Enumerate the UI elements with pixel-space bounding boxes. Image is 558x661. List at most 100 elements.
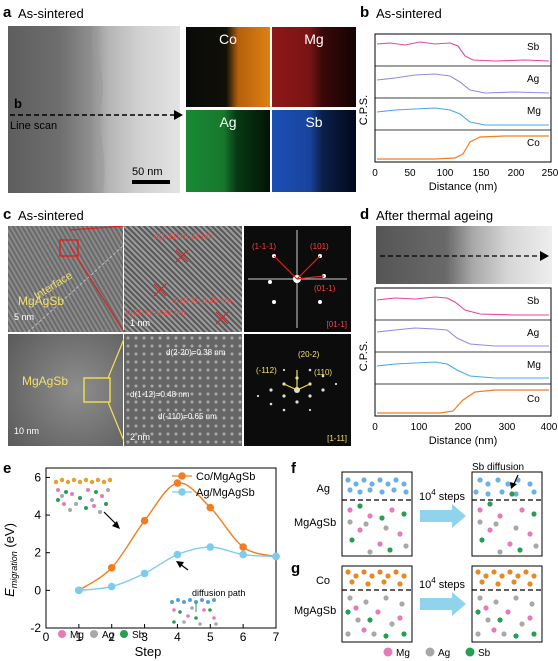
e-series-point-0 — [107, 563, 116, 572]
panel-d-title: After thermal ageing — [376, 208, 494, 223]
d-trace-label-ag: Ag — [527, 328, 539, 339]
d-spacing-bottom-2: d(1-12)=0.48 nm — [130, 390, 190, 399]
b-trace-label-ag: Ag — [527, 74, 539, 85]
md-simulation-co: Co MgAgSb 104 steps — [294, 565, 543, 643]
f-steps-suffix: steps — [436, 491, 466, 503]
linescan-chart-d: C.P.S. Sb Ag Mg Co 0 100 200 300 400 Dis… — [358, 287, 558, 447]
d-trace-ag — [376, 327, 549, 347]
e-ylabel-unit: (eV) — [2, 523, 17, 551]
zone-axis-top: [01-1] — [326, 320, 347, 329]
panel-c-title: As-sintered — [18, 208, 84, 223]
fft-bottom: (20-2) (-112) (110) [1-11] — [244, 334, 351, 446]
d-trace-label-sb: Sb — [527, 296, 540, 307]
e-xtick-label: 5 — [207, 630, 214, 644]
e-series-point-1 — [173, 550, 182, 559]
map-label-co: Co — [219, 31, 237, 47]
b-trace-label-co: Co — [527, 138, 540, 149]
hrtem-top-mid: d(1-11)=0.22 nm d(21-1)=0.22 nm d(10-2)=… — [124, 226, 242, 332]
b-trace-mg — [376, 107, 549, 126]
fg-legend-mg: Mg — [396, 648, 410, 659]
map-label-ag: Ag — [219, 114, 237, 130]
fg-legend-sb: Sb — [478, 648, 491, 659]
e-xtick-label: 7 — [273, 630, 280, 644]
map-label-mg: Mg — [304, 31, 324, 47]
e-atom-legend-ag: Ag — [102, 630, 114, 641]
d-xtick: 0 — [372, 422, 378, 433]
e-atom-legend-mg: Mg — [70, 630, 84, 641]
b-trace-label-mg: Mg — [527, 106, 541, 117]
d-trace-sb — [376, 296, 549, 316]
fft-top-spot-3: (01-1) — [314, 284, 336, 293]
fft-bottom-spot-1: (20-2) — [298, 350, 320, 359]
e-legend-co: Co/MgAgSb — [196, 471, 255, 483]
d-ylabel: C.P.S. — [358, 341, 370, 371]
fg-atom-legend: Mg Ag Sb — [383, 647, 491, 659]
b-trace-label-sb: Sb — [527, 42, 540, 53]
b-xtick: 250 — [542, 168, 558, 179]
b-trace-sb — [376, 41, 550, 62]
hrtem-bottom-mid: d(2-20)=0.38 nm d(1-12)=0.48 nm d(-110)=… — [124, 334, 242, 446]
scalebar-2nm: 2 nm — [130, 432, 151, 442]
e-series-point-0 — [173, 479, 182, 487]
d-xlabel: Distance (nm) — [429, 435, 497, 447]
b-xtick: 50 — [404, 168, 416, 179]
panel-g-label: g — [291, 560, 301, 577]
scalebar-label: 50 nm — [132, 166, 163, 178]
hrtem-bottom-left: MgAgSb 10 nm — [8, 334, 123, 446]
e-series-point-1 — [272, 552, 280, 561]
e-ytick-label: -2 — [30, 621, 41, 635]
g-steps-exp: 4 — [431, 576, 436, 585]
e-atom-legend: Mg Ag Sb — [58, 630, 145, 641]
panel-b-label: b — [360, 4, 370, 21]
eds-map-ag: Ag — [186, 110, 270, 192]
e-atom-legend-sb: Sb — [132, 630, 145, 641]
panel-c-label: c — [3, 206, 12, 223]
d-spacing-bottom-1: d(2-20)=0.38 nm — [166, 348, 226, 357]
hrtem-top-left: Interface MgAgSb 5 nm — [8, 226, 123, 332]
f-note: Sb diffusion — [486, 470, 538, 471]
f-note-arrow — [510, 474, 519, 489]
b-xtick: 100 — [437, 168, 454, 179]
zoom-lines-bottom — [108, 334, 126, 446]
d-trace-mg — [376, 361, 549, 379]
e-xlabel: Step — [135, 644, 162, 659]
b-ylabel: C.P.S. — [358, 95, 370, 125]
e-inset-final — [170, 598, 218, 626]
phase-label-top: MgAgSb — [18, 294, 65, 308]
scalebar-10nm: 10 nm — [14, 426, 40, 436]
e-inset-initial — [53, 477, 113, 514]
fft-top-spot-1: (101) — [310, 242, 329, 251]
b-xtick: 200 — [508, 168, 525, 179]
linescan-marker: b — [14, 96, 22, 111]
e-inset-label: diffusion path — [192, 588, 245, 598]
eds-map-sb: Sb — [272, 110, 356, 192]
panel-a-label: a — [3, 4, 12, 21]
f-bottom-label: MgAgSb — [294, 517, 336, 529]
e-ytick-label: 2 — [34, 546, 41, 560]
e-series-point-1 — [75, 586, 83, 595]
d-xtick: 300 — [499, 422, 516, 433]
panel-a-title: As-sintered — [18, 6, 84, 21]
b-xlabel: Distance (nm) — [429, 181, 497, 193]
md-simulation-ag: Ag MgAgSb 104 steps Sb diffusion — [294, 470, 543, 557]
e-ytick-label: 0 — [34, 583, 41, 597]
d-spacing-top-2: d(21-1)=0.22 nm — [126, 308, 186, 317]
g-bottom-label: MgAgSb — [294, 605, 336, 617]
e-ytick-label: 6 — [34, 470, 41, 484]
panel-e-label: e — [3, 460, 12, 477]
e-legend: Co/MgAgSb Ag/MgAgSb — [172, 471, 255, 499]
fg-legend-ag: Ag — [438, 648, 450, 659]
d-xtick: 400 — [541, 422, 558, 433]
e-xtick-label: 6 — [240, 630, 247, 644]
linescan-label: Line scan — [10, 120, 58, 132]
scalebar-50nm: 50 nm — [132, 166, 170, 184]
f-top-label: Ag — [317, 483, 330, 495]
eds-map-co: Co — [186, 27, 270, 107]
fft-bottom-spot-3: (110) — [314, 368, 333, 377]
svg-text:104 steps: 104 steps — [419, 488, 466, 503]
e-series-point-1 — [107, 582, 116, 591]
phase-label-bottom: MgAgSb — [22, 374, 69, 388]
scalebar-5nm: 5 nm — [14, 312, 35, 322]
zone-axis-bottom: [1-11] — [327, 434, 347, 443]
